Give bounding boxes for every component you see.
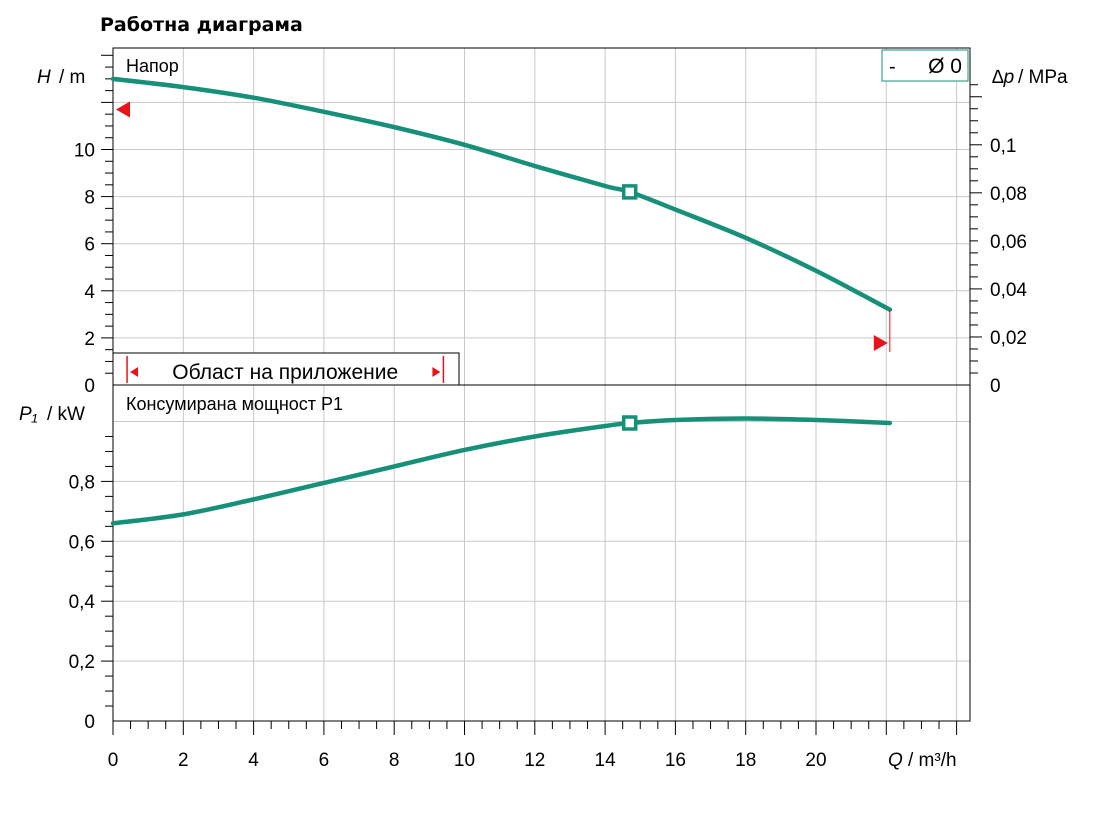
power-tick-label: 0,8 bbox=[69, 472, 95, 493]
dp-tick-label: 0,08 bbox=[990, 184, 1027, 205]
max-head-marker bbox=[116, 101, 130, 118]
axes bbox=[101, 47, 982, 735]
dp-tick-label: 0 bbox=[990, 376, 1001, 397]
application-range-right-arrow bbox=[432, 367, 441, 377]
power-panel-label: Консумирана мощност P1 bbox=[126, 394, 343, 414]
x-tick-label: 12 bbox=[524, 750, 545, 771]
series bbox=[110, 76, 893, 526]
legend-dash: - bbox=[889, 56, 896, 78]
head-curve bbox=[110, 76, 893, 312]
dp-axis-unit: / MPa bbox=[1018, 67, 1068, 88]
x-tick-label: 14 bbox=[595, 750, 617, 771]
x-tick-label: 6 bbox=[319, 750, 330, 771]
head-operating-point bbox=[621, 184, 638, 200]
power-axis-symbol: P₁ bbox=[19, 404, 38, 425]
x-tick-label: 2 bbox=[178, 750, 189, 771]
dp-tick-label: 0,1 bbox=[990, 136, 1016, 157]
markers bbox=[116, 101, 891, 431]
dp-tick-label: 0,02 bbox=[990, 328, 1027, 349]
application-range-box bbox=[112, 352, 460, 386]
dp-tick-label: 0,04 bbox=[990, 280, 1027, 301]
head-tick-label: 10 bbox=[74, 141, 95, 162]
dp-axis-symbol: ∆p bbox=[992, 67, 1014, 88]
power-axis-unit: / kW bbox=[47, 404, 85, 425]
head-tick-label: 6 bbox=[84, 235, 95, 256]
legend-diameter: Ø 0 bbox=[928, 55, 962, 78]
head-axis-unit: / m bbox=[59, 67, 85, 88]
max-flow-marker bbox=[873, 335, 888, 351]
x-axis-symbol: Q bbox=[888, 750, 903, 771]
head-tick-label: 2 bbox=[84, 329, 95, 350]
x-tick-label: 0 bbox=[108, 750, 119, 771]
labels: 0 2 4 6 8 10 0 0,02 0,04 0,06 0,08 0,1 0 0,2 0,4 0,6 0,8… bbox=[19, 49, 1068, 771]
x-tick-label: 8 bbox=[389, 750, 400, 771]
x-tick-label: 16 bbox=[665, 750, 686, 771]
head-tick-label: 8 bbox=[84, 188, 95, 209]
x-tick-label: 10 bbox=[454, 750, 475, 771]
power-tick-label: 0,2 bbox=[69, 652, 95, 673]
head-axis-symbol: H bbox=[37, 67, 51, 88]
head-tick-label: 0 bbox=[84, 376, 95, 397]
application-range-left-arrow bbox=[130, 367, 139, 377]
x-tick-label: 18 bbox=[735, 750, 756, 771]
chart-title: Работна диаграма bbox=[100, 14, 303, 36]
power-tick-label: 0,4 bbox=[69, 592, 96, 613]
power-operating-point bbox=[621, 415, 638, 431]
x-axis-unit: / m³/h bbox=[908, 750, 957, 771]
x-tick-label: 20 bbox=[805, 750, 826, 771]
dp-tick-label: 0,06 bbox=[990, 232, 1027, 253]
x-tick-label: 4 bbox=[248, 750, 259, 771]
power-curve bbox=[110, 416, 893, 526]
power-tick-label: 0,6 bbox=[69, 532, 95, 553]
power-tick-label: 0 bbox=[84, 712, 95, 733]
head-tick-label: 4 bbox=[84, 282, 95, 303]
head-panel-label: Напор bbox=[126, 56, 179, 76]
application-range-label: Област на приложение bbox=[172, 361, 398, 384]
legend-box bbox=[881, 49, 969, 82]
